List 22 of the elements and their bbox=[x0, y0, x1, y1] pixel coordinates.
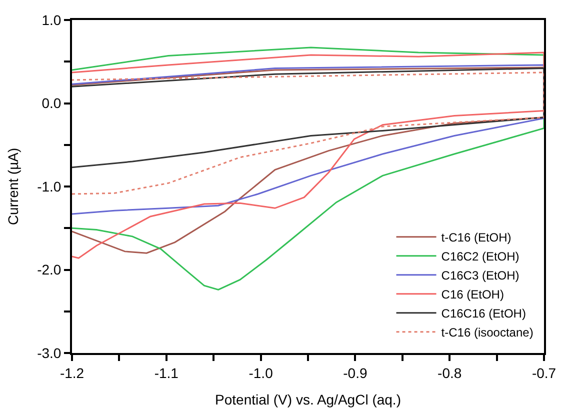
legend-label: C16C16 (EtOH) bbox=[441, 306, 526, 321]
y-axis-title: Current (µA) bbox=[5, 148, 22, 226]
line-series bbox=[72, 68, 544, 168]
x-tick-label: -0.8 bbox=[438, 364, 462, 381]
legend-label: t-C16 (isooctane) bbox=[441, 326, 534, 340]
x-axis-title: Potential (V) vs. Ag/AgCl (aq.) bbox=[215, 392, 401, 408]
x-tick-label: -1.0 bbox=[248, 364, 274, 381]
line-series bbox=[72, 72, 544, 195]
x-tick-label: -0.7 bbox=[532, 364, 556, 381]
x-tick-label: -0.9 bbox=[343, 364, 368, 381]
y-tick-label: 1.0 bbox=[42, 12, 62, 28]
x-tick-label: -1.2 bbox=[60, 364, 84, 381]
legend-label: C16 (EtOH) bbox=[441, 288, 504, 302]
legend-label: t-C16 (EtOH) bbox=[441, 230, 512, 245]
y-tick-label: 0.0 bbox=[42, 95, 62, 112]
y-tick-label: -1.0 bbox=[37, 178, 62, 194]
line-series bbox=[72, 64, 544, 215]
x-tick-label: -1.1 bbox=[154, 364, 179, 381]
legend-label: C16C2 (EtOH) bbox=[441, 250, 520, 264]
y-tick-label: -2.0 bbox=[37, 262, 62, 278]
y-tick-label: -3.0 bbox=[37, 344, 62, 361]
legend-label: C16C3 (EtOH) bbox=[441, 268, 520, 283]
